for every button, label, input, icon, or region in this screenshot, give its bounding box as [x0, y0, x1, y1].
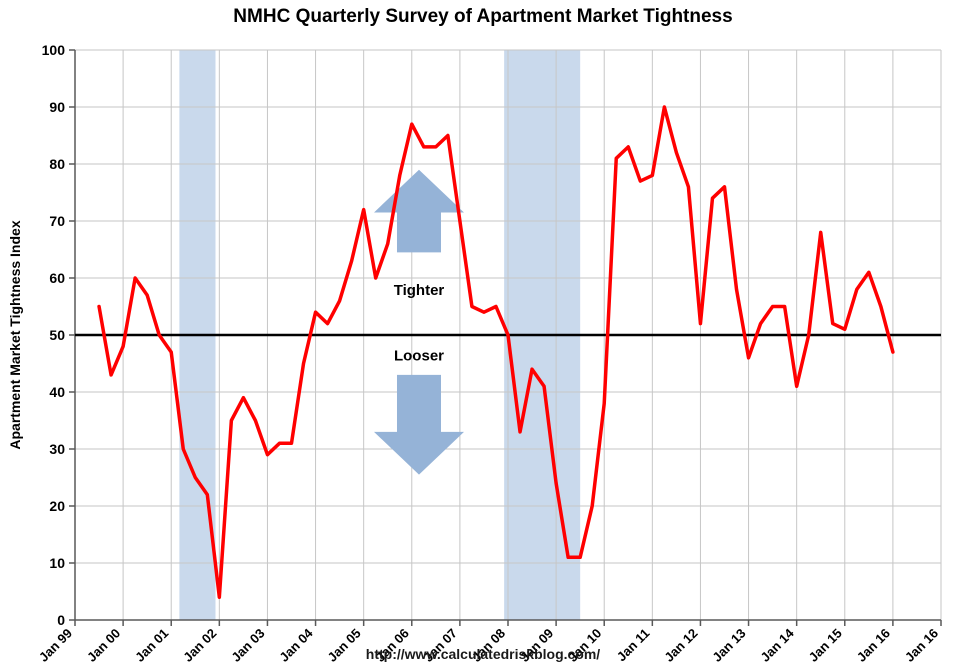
source-url: http://www.calculatedriskblog.com/ — [365, 646, 601, 662]
looser-label: Looser — [394, 348, 444, 365]
y-tick-label: 90 — [49, 99, 65, 115]
chart-title: NMHC Quarterly Survey of Apartment Marke… — [233, 6, 733, 27]
y-axis-labels: 0 10 20 30 40 50 60 70 80 90 100 — [42, 42, 66, 628]
y-tick-label: 70 — [49, 213, 65, 229]
y-tick-label: 40 — [49, 384, 65, 400]
tightness-index-line — [97, 105, 895, 599]
up-arrow-icon — [373, 169, 464, 253]
y-tick-label: 30 — [49, 441, 65, 457]
y-tick-label: 50 — [49, 327, 65, 343]
y-tick-label: 80 — [49, 156, 65, 172]
down-arrow-icon — [373, 374, 464, 475]
tighter-label: Tighter — [394, 282, 445, 299]
y-tick-label: 20 — [49, 498, 65, 514]
y-axis-title: Apartment Market Tightness Index — [7, 220, 23, 449]
y-tick-label: 60 — [49, 270, 65, 286]
annotations: Tighter Looser — [373, 169, 464, 475]
y-tick-label: 0 — [57, 612, 65, 628]
y-tick-label: 10 — [49, 555, 65, 571]
y-tick-label: 100 — [42, 42, 66, 58]
